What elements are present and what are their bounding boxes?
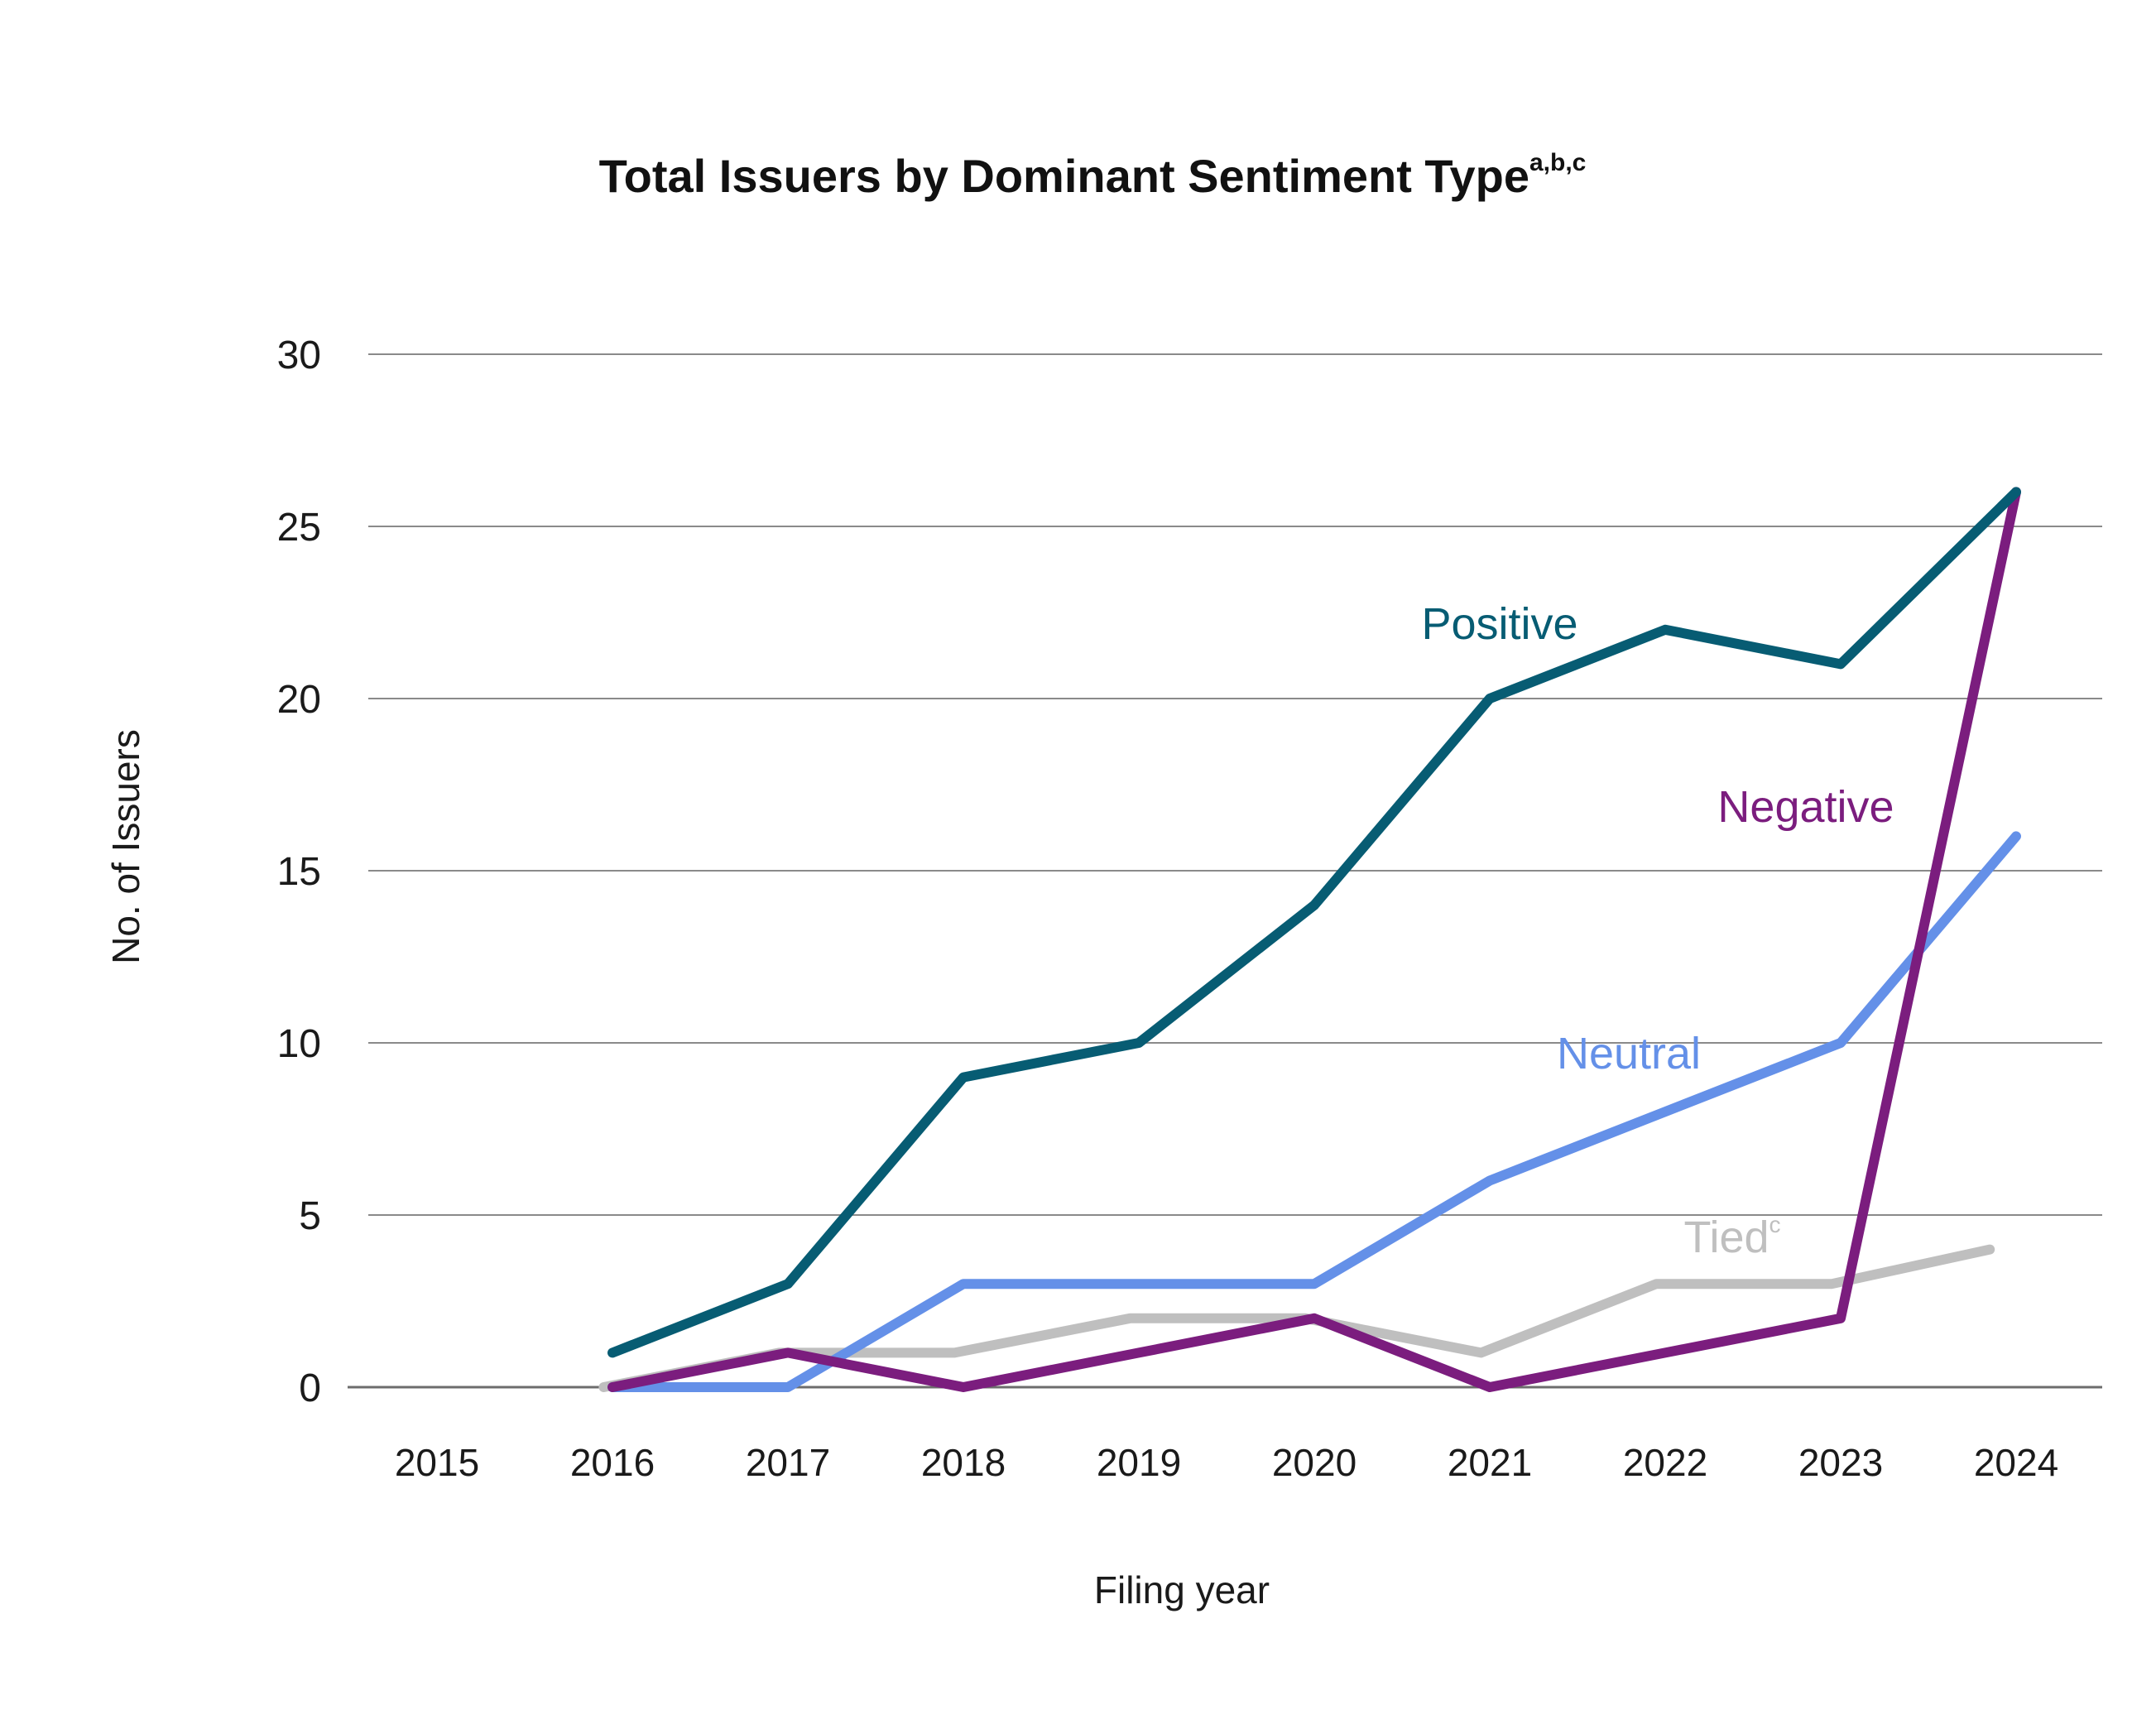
x-tick-label: 2019 (1097, 1441, 1181, 1484)
series-label-superscript: c (1769, 1212, 1781, 1237)
chart-title: Total Issuers by Dominant Sentiment Type… (599, 149, 1587, 202)
series-line-positive (607, 487, 2021, 1358)
y-axis-label: No. of Issuers (104, 729, 147, 964)
series-label-text: Negative (1717, 782, 1894, 832)
series-line-neutral (607, 831, 2021, 1392)
series-label-positive: Positive (1421, 599, 1577, 649)
x-tick-label: 2015 (395, 1441, 479, 1484)
series-label-neutral: Neutral (1557, 1029, 1701, 1078)
y-tick-label: 20 (277, 678, 321, 722)
chart-title-text: Total Issuers by Dominant Sentiment Type (599, 150, 1529, 202)
series-line-negative (607, 487, 2021, 1392)
series-label-tied: Tiedc (1683, 1212, 1780, 1262)
x-tick-label: 2020 (1272, 1441, 1357, 1484)
series-label-text: Neutral (1557, 1029, 1701, 1078)
y-tick-label: 30 (277, 334, 321, 377)
grid-layer (348, 353, 2102, 1389)
x-tick-label: 2017 (746, 1441, 830, 1484)
y-tick-label: 15 (277, 850, 321, 894)
x-tick-label: 2018 (921, 1441, 1006, 1484)
x-tick-label: 2016 (570, 1441, 655, 1484)
y-tick-label: 0 (299, 1366, 321, 1410)
series-label-text: Tied (1683, 1213, 1769, 1262)
x-axis-label: Filing year (1094, 1568, 1270, 1611)
ticks-layer: 0 5 10 15 20 25 30 2015 2016 2017 2018 2019 2020 2021… (277, 334, 2059, 1484)
x-tick-label: 2023 (1798, 1441, 1883, 1484)
y-tick-label: 10 (277, 1022, 321, 1066)
x-tick-label: 2022 (1623, 1441, 1707, 1484)
series-label-negative: Negative (1717, 782, 1894, 832)
chart-title-superscript: a,b,c (1529, 149, 1586, 176)
x-tick-label: 2021 (1448, 1441, 1532, 1484)
series-labels-layer: Tiedc Neutral Negative Positive (1421, 599, 1894, 1262)
series-label-text: Positive (1421, 599, 1577, 649)
series-lines-layer (598, 487, 2021, 1392)
y-tick-label: 25 (277, 506, 321, 550)
x-tick-label: 2024 (1974, 1441, 2058, 1484)
y-tick-label: 5 (299, 1194, 321, 1238)
